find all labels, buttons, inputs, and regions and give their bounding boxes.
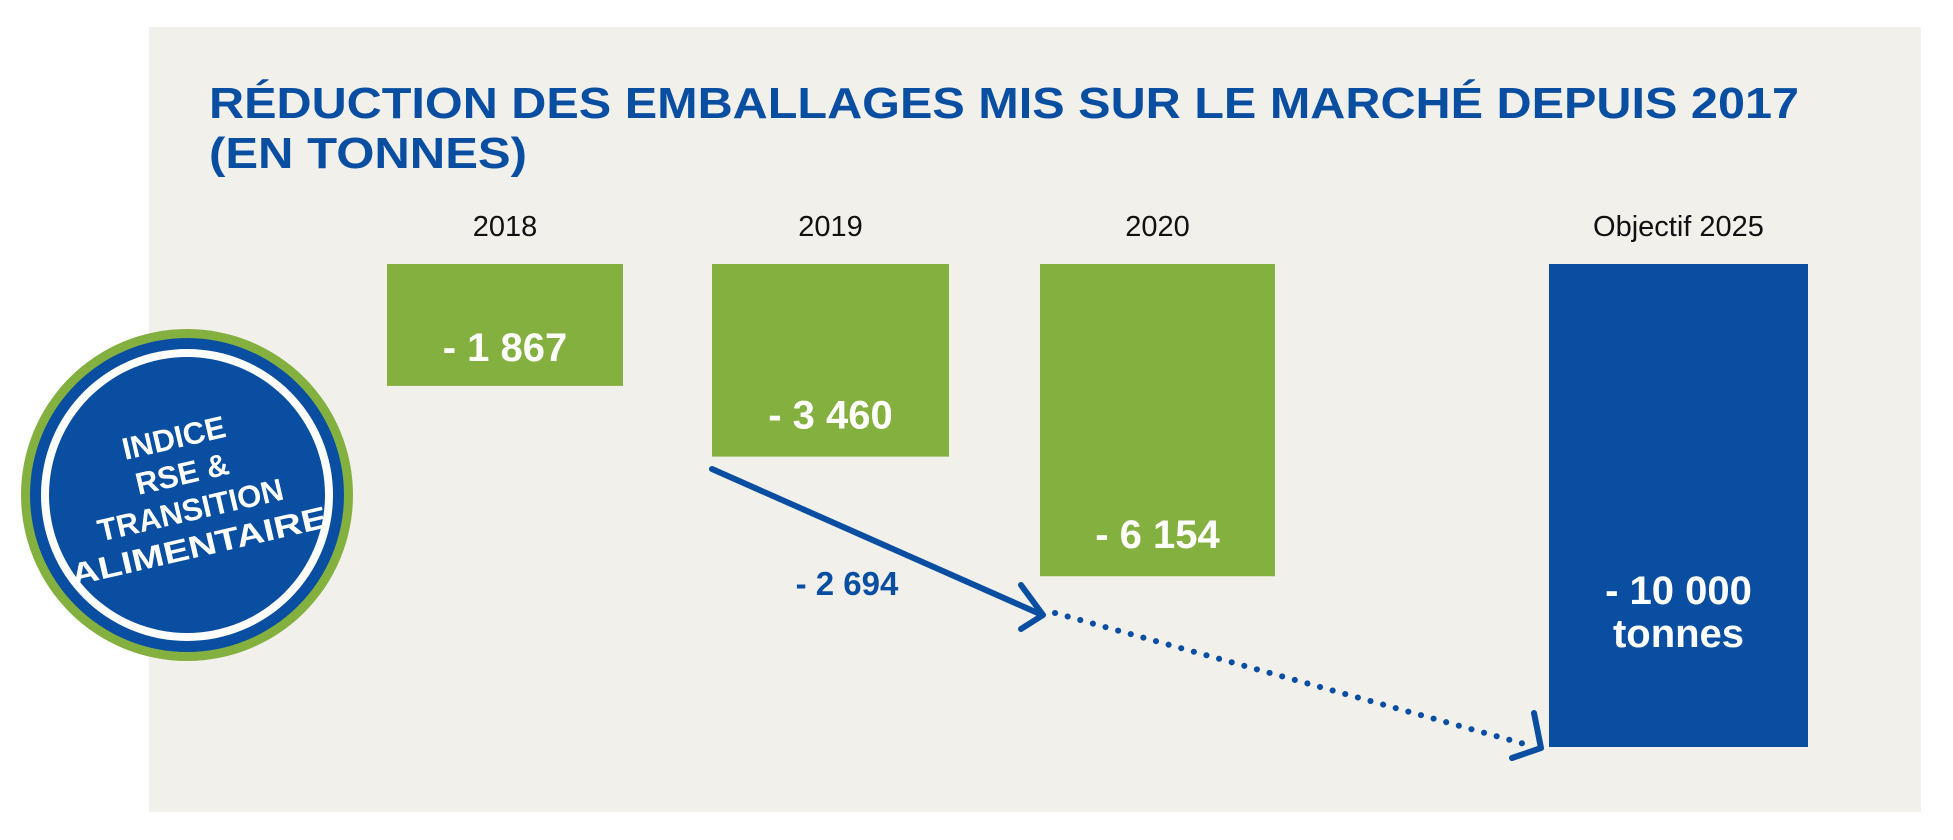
value-label: - 3 460: [768, 394, 893, 438]
bar-2018: [387, 264, 623, 386]
chart-title-line-2: (EN TONNES): [209, 129, 527, 178]
value-label: tonnes: [1613, 612, 1744, 656]
category-label: 2019: [798, 211, 863, 243]
bar-2019: [712, 264, 949, 457]
dotted-trend-arrow: [1052, 610, 1544, 761]
value-label: - 10 000: [1605, 569, 1752, 613]
bars: 2018 - 1 867 2019 - 3 460 2020 - 6 154 Objecti…: [387, 211, 1808, 747]
category-label: 2018: [473, 211, 538, 243]
bar-2020: [1040, 264, 1275, 577]
bar-objectif-2025: [1549, 264, 1808, 747]
category-label: 2020: [1125, 211, 1190, 243]
value-label: - 6 154: [1095, 513, 1220, 557]
difference-arrow: [709, 466, 1046, 632]
chart-title-line-1: RÉDUCTION DES EMBALLAGES MIS SUR LE MARC…: [209, 78, 1799, 128]
badge-indice-rse: INDICE RSE & TRANSITION ALIMENTAIRE: [21, 329, 353, 661]
value-label: - 1 867: [443, 326, 568, 370]
category-label: Objectif 2025: [1593, 211, 1764, 243]
difference-label: - 2 694: [796, 565, 899, 602]
